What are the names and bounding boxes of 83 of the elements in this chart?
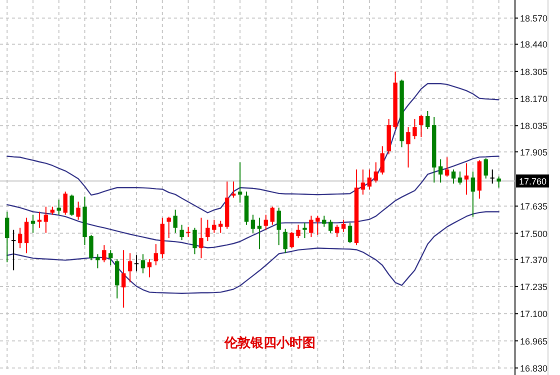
- candlestick: [367, 169, 372, 190]
- y-tick-label: 17.905: [520, 147, 548, 158]
- y-tick-label: 18.035: [520, 121, 548, 132]
- candlestick: [128, 252, 132, 283]
- candlestick: [44, 206, 48, 234]
- candlestick: [108, 250, 113, 266]
- ref-line-label: 17.760: [519, 176, 547, 186]
- candlestick: [192, 227, 197, 255]
- candlestick: [24, 217, 29, 254]
- candlestick: [316, 215, 320, 236]
- candlestick: [206, 219, 210, 242]
- candlestick: [231, 181, 236, 198]
- candlestick: [134, 254, 139, 272]
- candlestick: [484, 158, 488, 180]
- candlestick: [166, 216, 171, 239]
- candlestick: [96, 254, 100, 269]
- candlestick: [309, 215, 314, 238]
- candlestick: [56, 199, 61, 216]
- candlestick: [147, 258, 152, 278]
- candlestick: [322, 215, 326, 228]
- candlestick: [444, 156, 450, 178]
- candlestick: [283, 228, 288, 254]
- candlestick: [238, 162, 242, 204]
- candlestick: [419, 114, 424, 138]
- candlestick: [264, 214, 268, 230]
- y-tick-label: 17.235: [520, 282, 548, 292]
- candlestick: [250, 214, 256, 234]
- candlestick: [334, 224, 340, 238]
- y-tick-label: 17.100: [520, 309, 548, 320]
- candlestick: [464, 162, 469, 196]
- candlestick: [121, 250, 126, 308]
- candlestick: [218, 220, 223, 234]
- candlestick: [496, 176, 501, 188]
- candlestick: [290, 231, 294, 249]
- candlestick: [180, 224, 184, 241]
- y-tick-label: 17.370: [520, 254, 548, 265]
- candlestick: [76, 201, 80, 220]
- candlestick: [328, 219, 333, 234]
- candlestick: [89, 234, 94, 261]
- candlestick: [412, 118, 417, 140]
- y-tick-label: 16.830: [520, 363, 548, 374]
- candlestick: [70, 194, 74, 216]
- candlestick: [458, 171, 462, 186]
- y-tick-label: 18.440: [520, 40, 548, 50]
- candlestick: [102, 244, 106, 263]
- candlestick: [154, 244, 158, 266]
- candlestick: [451, 169, 456, 184]
- candlestick: [438, 158, 443, 184]
- candlestick: [212, 219, 216, 234]
- y-tick-label: 17.635: [520, 202, 548, 212]
- candlestick: [276, 207, 281, 246]
- y-tick-label: 17.500: [520, 228, 548, 239]
- candlestick: [406, 126, 410, 168]
- candlestick: [5, 211, 10, 263]
- y-tick-label: 18.305: [520, 66, 548, 77]
- candlestick: [490, 169, 494, 184]
- candlestick: [257, 217, 262, 250]
- candlestick: [140, 254, 146, 274]
- candlestick: [37, 211, 42, 228]
- candlestick: [302, 222, 307, 239]
- candlestick: [426, 110, 430, 130]
- candlestick: [470, 171, 476, 218]
- candlestick: [270, 206, 274, 226]
- line-series: [6, 156, 500, 248]
- candlestick: [11, 229, 16, 271]
- candlestick: [341, 219, 346, 232]
- candlestick: [296, 224, 300, 239]
- candlestick: [63, 191, 68, 216]
- candlestick: [360, 169, 366, 196]
- line-series: [6, 83, 500, 214]
- y-tick-label: 18.170: [520, 94, 548, 104]
- candlestick: [173, 209, 178, 234]
- candlestick: [380, 146, 384, 176]
- candlestick: [374, 162, 378, 184]
- text: 伦敦银四小时图: [224, 335, 316, 350]
- candlestick: [348, 222, 352, 244]
- candlestick: [186, 226, 190, 238]
- candlestick: [18, 227, 22, 249]
- candlestick: [30, 214, 36, 234]
- line-series: [6, 211, 500, 294]
- y-tick-label: 18.570: [520, 14, 548, 24]
- candlestick: [199, 217, 204, 259]
- y-tick-label: 16.965: [520, 336, 548, 346]
